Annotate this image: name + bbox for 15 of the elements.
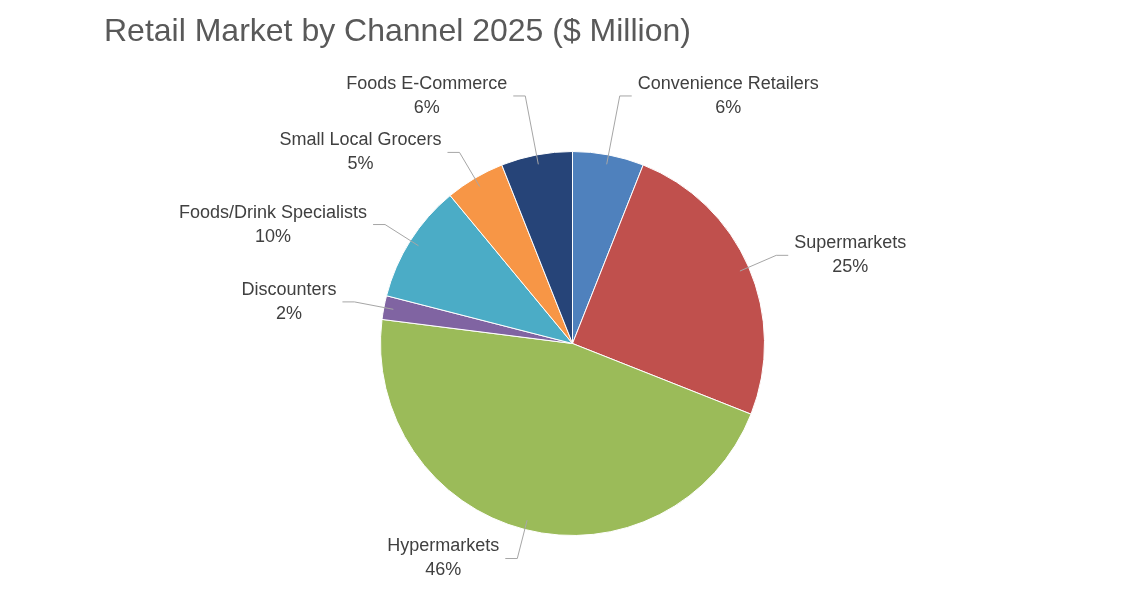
data-label: 6% — [413, 96, 440, 117]
data-label: 25% — [832, 256, 869, 277]
slice-label: Convenience Retailers — [637, 72, 819, 93]
slice-label: Foods/Drink Specialists — [178, 201, 368, 222]
data-label: 5% — [347, 153, 374, 174]
data-label: 10% — [255, 225, 292, 246]
data-label: 46% — [425, 559, 462, 580]
slice-label: Foods E-Commerce — [346, 72, 508, 93]
chart-title: Retail Market by Channel 2025 ($ Million) — [103, 11, 692, 50]
slice-label: Hypermarkets — [387, 535, 500, 556]
data-label: 2% — [275, 302, 302, 323]
data-label: 6% — [715, 96, 742, 117]
slice-label: Supermarkets — [794, 232, 907, 253]
slice-label: Discounters — [241, 278, 337, 299]
slice-label: Small Local Grocers — [279, 129, 442, 150]
